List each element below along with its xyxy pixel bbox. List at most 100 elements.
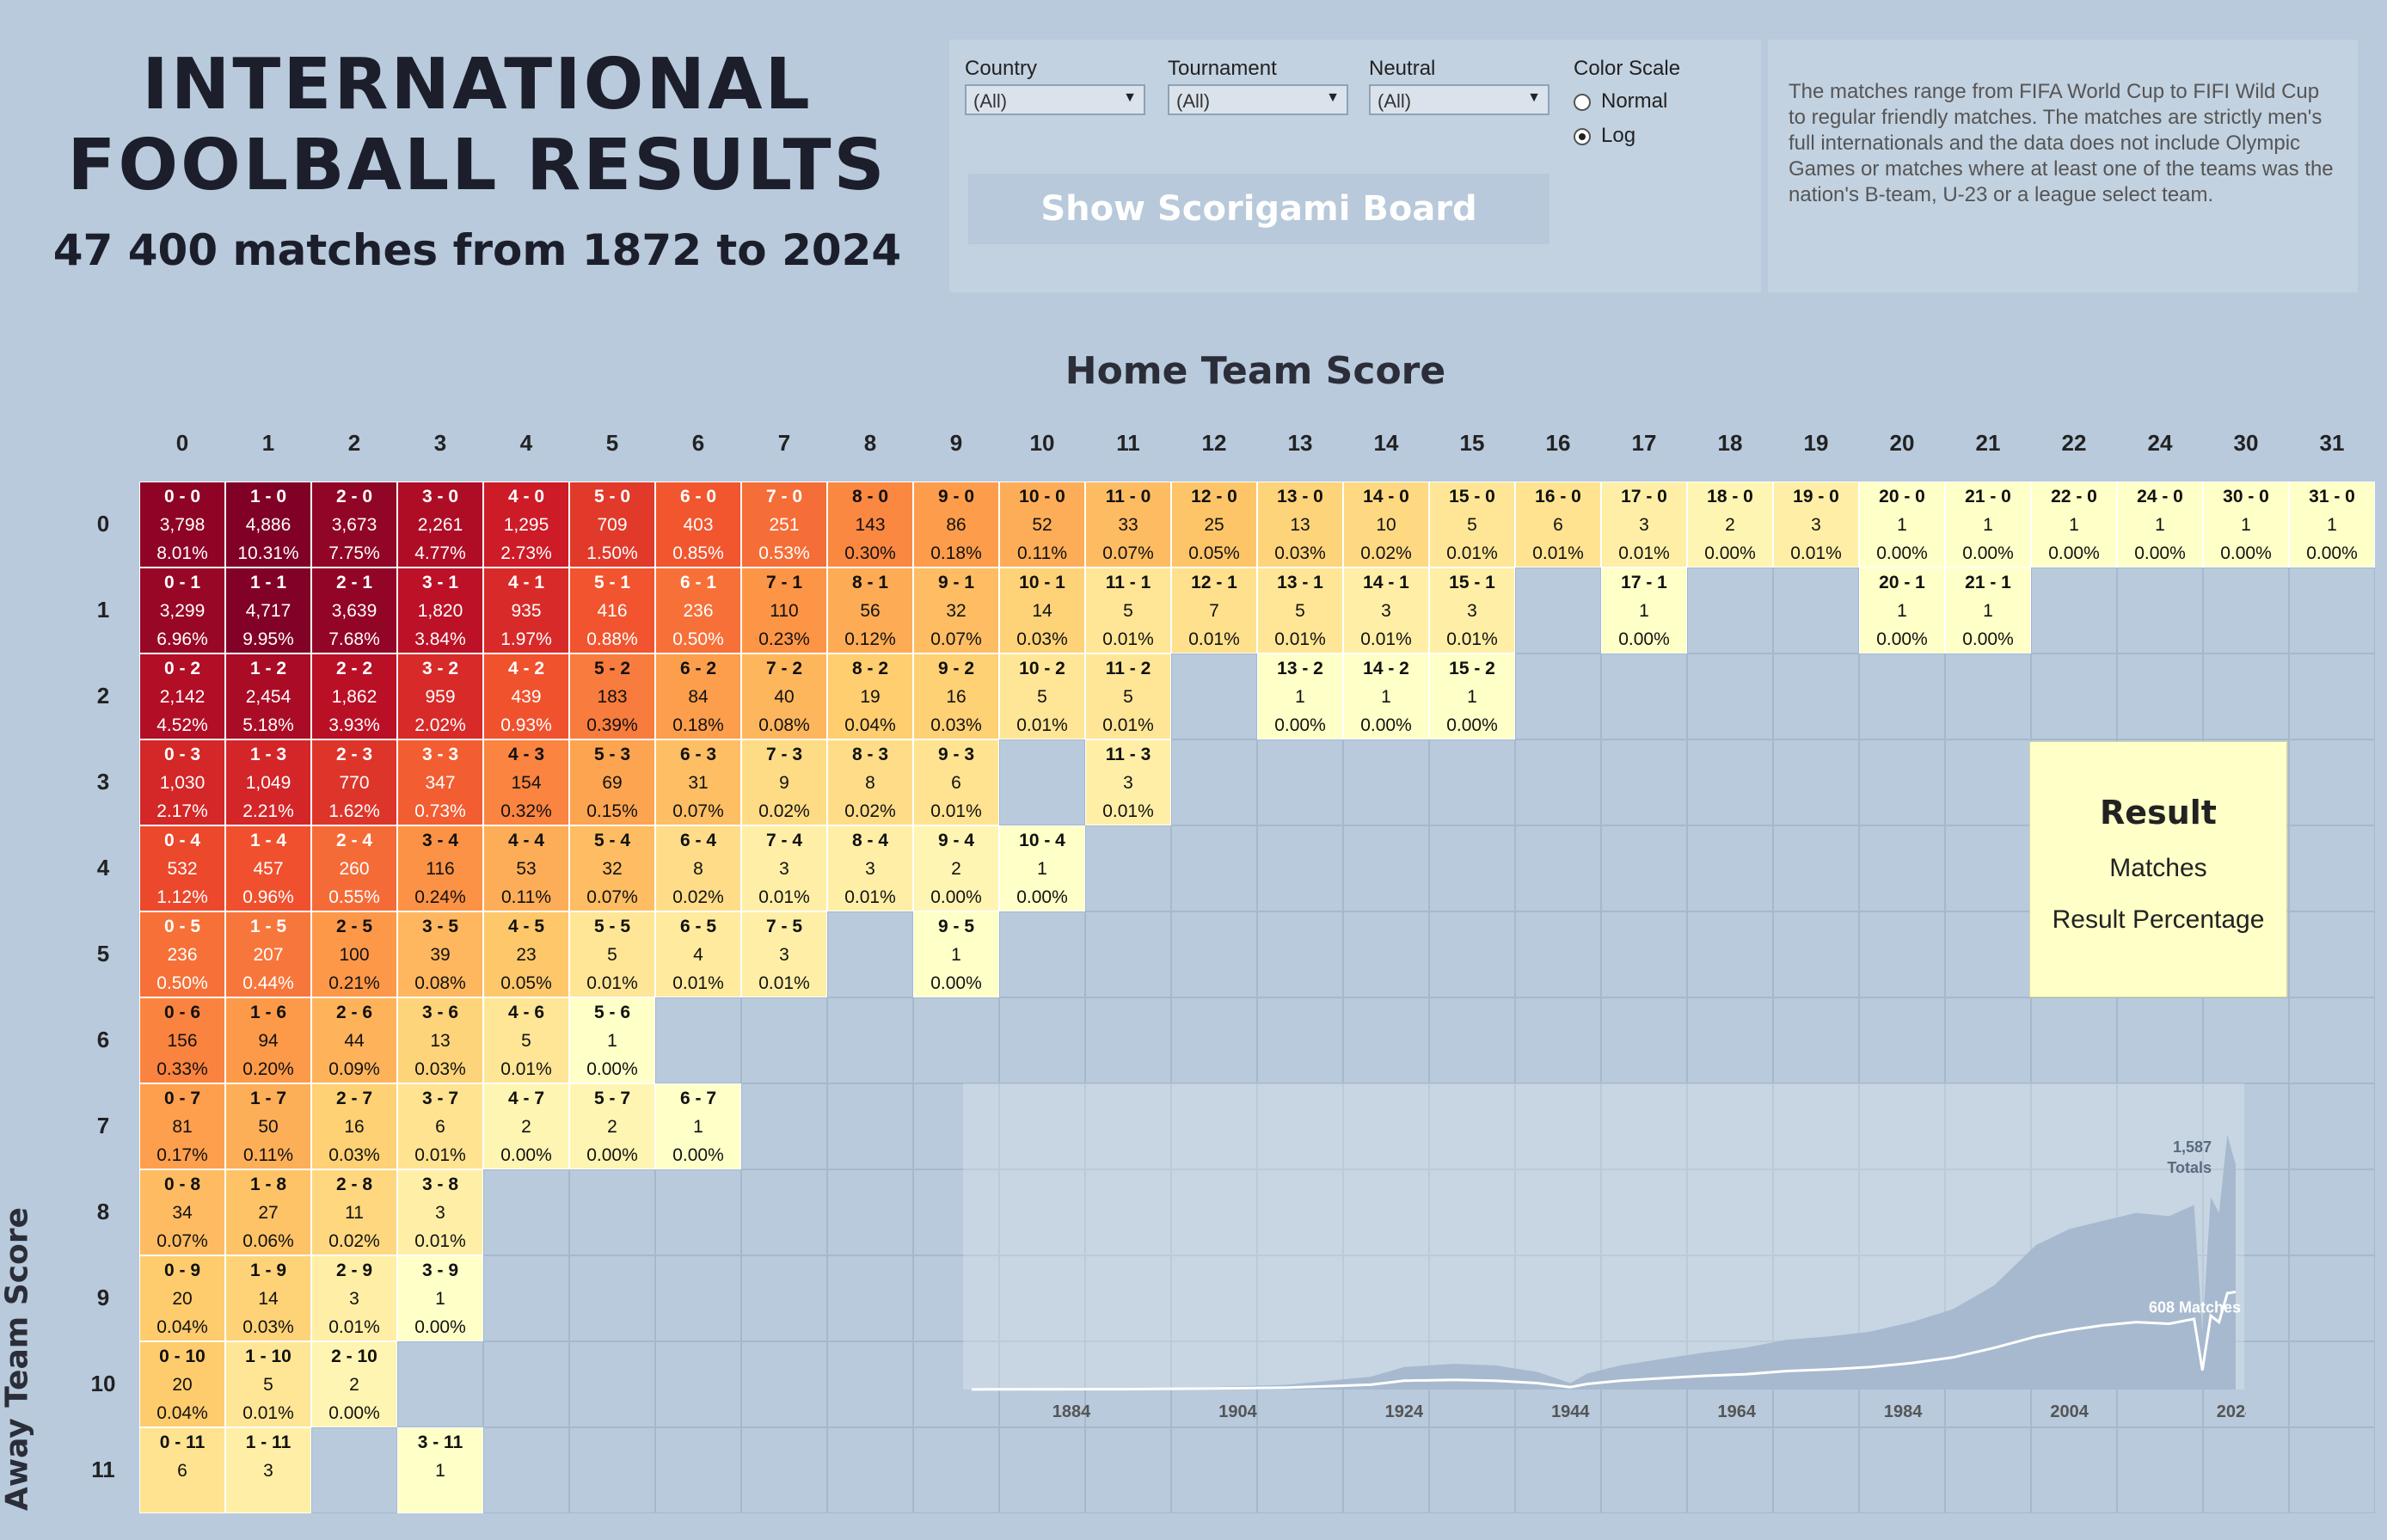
score-cell[interactable]: 4 - 0 1,295 2.73% bbox=[483, 482, 569, 568]
score-cell[interactable]: 7 - 4 3 0.01% bbox=[741, 825, 827, 911]
score-cell[interactable]: 4 - 1 935 1.97% bbox=[483, 568, 569, 653]
score-cell[interactable]: 4 - 3 154 0.32% bbox=[483, 739, 569, 825]
score-cell[interactable]: 13 - 2 1 0.00% bbox=[1257, 653, 1343, 739]
score-cell[interactable]: 3 - 1 1,820 3.84% bbox=[397, 568, 483, 653]
score-cell[interactable]: 1 - 2 2,454 5.18% bbox=[225, 653, 311, 739]
score-cell[interactable]: 2 - 4 260 0.55% bbox=[311, 825, 397, 911]
score-cell[interactable]: 5 - 0 709 1.50% bbox=[569, 482, 655, 568]
score-cell[interactable]: 8 - 4 3 0.01% bbox=[827, 825, 913, 911]
score-cell[interactable]: 10 - 0 52 0.11% bbox=[999, 482, 1085, 568]
score-cell[interactable]: 3 - 7 6 0.01% bbox=[397, 1083, 483, 1169]
score-cell[interactable]: 3 - 0 2,261 4.77% bbox=[397, 482, 483, 568]
score-cell[interactable]: 2 - 8 11 0.02% bbox=[311, 1169, 397, 1255]
score-cell[interactable]: 6 - 4 8 0.02% bbox=[655, 825, 741, 911]
score-cell[interactable]: 4 - 6 5 0.01% bbox=[483, 997, 569, 1083]
score-cell[interactable]: 3 - 11 1 bbox=[397, 1427, 483, 1513]
score-cell[interactable]: 1 - 9 14 0.03% bbox=[225, 1255, 311, 1341]
score-cell[interactable]: 21 - 1 1 0.00% bbox=[1945, 568, 2031, 653]
radio-selected-icon[interactable] bbox=[1574, 127, 1591, 145]
score-cell[interactable]: 1 - 10 5 0.01% bbox=[225, 1341, 311, 1427]
score-cell[interactable]: 7 - 1 110 0.23% bbox=[741, 568, 827, 653]
score-cell[interactable]: 13 - 1 5 0.01% bbox=[1257, 568, 1343, 653]
score-cell[interactable]: 0 - 0 3,798 8.01% bbox=[139, 482, 225, 568]
score-cell[interactable]: 1 - 1 4,717 9.95% bbox=[225, 568, 311, 653]
score-cell[interactable]: 10 - 1 14 0.03% bbox=[999, 568, 1085, 653]
score-cell[interactable]: 6 - 5 4 0.01% bbox=[655, 911, 741, 997]
score-cell[interactable]: 5 - 5 5 0.01% bbox=[569, 911, 655, 997]
score-cell[interactable]: 0 - 7 81 0.17% bbox=[139, 1083, 225, 1169]
score-cell[interactable]: 24 - 0 1 0.00% bbox=[2117, 482, 2203, 568]
score-cell[interactable]: 5 - 6 1 0.00% bbox=[569, 997, 655, 1083]
score-cell[interactable]: 8 - 2 19 0.04% bbox=[827, 653, 913, 739]
neutral-dropdown[interactable]: (All) ▼ bbox=[1369, 84, 1549, 115]
score-cell[interactable]: 3 - 9 1 0.00% bbox=[397, 1255, 483, 1341]
score-cell[interactable]: 7 - 5 3 0.01% bbox=[741, 911, 827, 997]
score-cell[interactable]: 3 - 6 13 0.03% bbox=[397, 997, 483, 1083]
score-cell[interactable]: 11 - 0 33 0.07% bbox=[1085, 482, 1171, 568]
score-cell[interactable]: 14 - 1 3 0.01% bbox=[1343, 568, 1429, 653]
score-cell[interactable]: 5 - 2 183 0.39% bbox=[569, 653, 655, 739]
score-cell[interactable]: 7 - 0 251 0.53% bbox=[741, 482, 827, 568]
score-cell[interactable]: 9 - 0 86 0.18% bbox=[913, 482, 999, 568]
score-cell[interactable]: 5 - 3 69 0.15% bbox=[569, 739, 655, 825]
score-cell[interactable]: 1 - 4 457 0.96% bbox=[225, 825, 311, 911]
score-cell[interactable]: 6 - 2 84 0.18% bbox=[655, 653, 741, 739]
score-cell[interactable]: 10 - 2 5 0.01% bbox=[999, 653, 1085, 739]
show-scorigami-board-button[interactable]: Show Scorigami Board bbox=[968, 174, 1549, 244]
score-cell[interactable]: 11 - 3 3 0.01% bbox=[1085, 739, 1171, 825]
score-cell[interactable]: 9 - 2 16 0.03% bbox=[913, 653, 999, 739]
score-cell[interactable]: 5 - 7 2 0.00% bbox=[569, 1083, 655, 1169]
score-cell[interactable]: 0 - 6 156 0.33% bbox=[139, 997, 225, 1083]
score-cell[interactable]: 4 - 2 439 0.93% bbox=[483, 653, 569, 739]
score-cell[interactable]: 12 - 1 7 0.01% bbox=[1171, 568, 1257, 653]
score-cell[interactable]: 1 - 11 3 bbox=[225, 1427, 311, 1513]
score-cell[interactable]: 2 - 3 770 1.62% bbox=[311, 739, 397, 825]
score-cell[interactable]: 0 - 10 20 0.04% bbox=[139, 1341, 225, 1427]
score-cell[interactable]: 2 - 10 2 0.00% bbox=[311, 1341, 397, 1427]
score-cell[interactable]: 8 - 0 143 0.30% bbox=[827, 482, 913, 568]
score-cell[interactable]: 12 - 0 25 0.05% bbox=[1171, 482, 1257, 568]
score-cell[interactable]: 4 - 7 2 0.00% bbox=[483, 1083, 569, 1169]
score-cell[interactable]: 19 - 0 3 0.01% bbox=[1773, 482, 1859, 568]
score-cell[interactable]: 20 - 0 1 0.00% bbox=[1859, 482, 1945, 568]
score-cell[interactable]: 2 - 9 3 0.01% bbox=[311, 1255, 397, 1341]
score-cell[interactable]: 17 - 0 3 0.01% bbox=[1601, 482, 1687, 568]
score-cell[interactable]: 16 - 0 6 0.01% bbox=[1515, 482, 1601, 568]
country-dropdown[interactable]: (All) ▼ bbox=[965, 84, 1145, 115]
score-cell[interactable]: 1 - 8 27 0.06% bbox=[225, 1169, 311, 1255]
score-cell[interactable]: 2 - 7 16 0.03% bbox=[311, 1083, 397, 1169]
score-cell[interactable]: 15 - 1 3 0.01% bbox=[1429, 568, 1515, 653]
score-cell[interactable]: 4 - 5 23 0.05% bbox=[483, 911, 569, 997]
score-cell[interactable]: 1 - 6 94 0.20% bbox=[225, 997, 311, 1083]
score-cell[interactable]: 17 - 1 1 0.00% bbox=[1601, 568, 1687, 653]
tournament-dropdown[interactable]: (All) ▼ bbox=[1168, 84, 1348, 115]
score-cell[interactable]: 2 - 0 3,673 7.75% bbox=[311, 482, 397, 568]
score-cell[interactable]: 15 - 2 1 0.00% bbox=[1429, 653, 1515, 739]
score-cell[interactable]: 3 - 8 3 0.01% bbox=[397, 1169, 483, 1255]
score-cell[interactable]: 0 - 11 6 bbox=[139, 1427, 225, 1513]
score-cell[interactable]: 6 - 1 236 0.50% bbox=[655, 568, 741, 653]
score-cell[interactable]: 3 - 4 116 0.24% bbox=[397, 825, 483, 911]
score-cell[interactable]: 3 - 3 347 0.73% bbox=[397, 739, 483, 825]
score-cell[interactable]: 2 - 1 3,639 7.68% bbox=[311, 568, 397, 653]
radio-icon[interactable] bbox=[1574, 93, 1591, 111]
score-cell[interactable]: 8 - 1 56 0.12% bbox=[827, 568, 913, 653]
score-cell[interactable]: 10 - 4 1 0.00% bbox=[999, 825, 1085, 911]
score-cell[interactable]: 6 - 7 1 0.00% bbox=[655, 1083, 741, 1169]
score-cell[interactable]: 1 - 7 50 0.11% bbox=[225, 1083, 311, 1169]
score-cell[interactable]: 11 - 1 5 0.01% bbox=[1085, 568, 1171, 653]
score-cell[interactable]: 9 - 1 32 0.07% bbox=[913, 568, 999, 653]
score-cell[interactable]: 0 - 3 1,030 2.17% bbox=[139, 739, 225, 825]
score-cell[interactable]: 22 - 0 1 0.00% bbox=[2031, 482, 2117, 568]
score-cell[interactable]: 3 - 5 39 0.08% bbox=[397, 911, 483, 997]
score-cell[interactable]: 0 - 5 236 0.50% bbox=[139, 911, 225, 997]
score-cell[interactable]: 30 - 0 1 0.00% bbox=[2203, 482, 2289, 568]
score-cell[interactable]: 0 - 2 2,142 4.52% bbox=[139, 653, 225, 739]
score-cell[interactable]: 5 - 4 32 0.07% bbox=[569, 825, 655, 911]
score-cell[interactable]: 6 - 3 31 0.07% bbox=[655, 739, 741, 825]
score-cell[interactable]: 15 - 0 5 0.01% bbox=[1429, 482, 1515, 568]
score-cell[interactable]: 0 - 9 20 0.04% bbox=[139, 1255, 225, 1341]
score-cell[interactable]: 2 - 2 1,862 3.93% bbox=[311, 653, 397, 739]
score-cell[interactable]: 1 - 3 1,049 2.21% bbox=[225, 739, 311, 825]
score-cell[interactable]: 18 - 0 2 0.00% bbox=[1687, 482, 1773, 568]
